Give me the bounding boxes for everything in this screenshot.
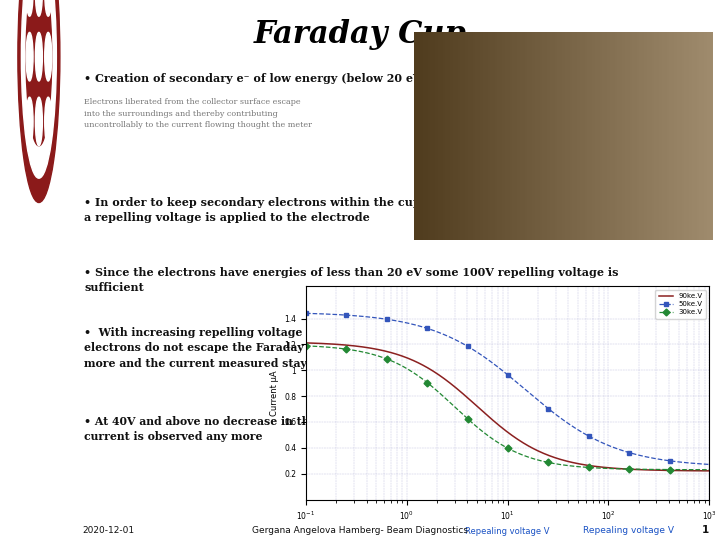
Text: 2020-12-01: 2020-12-01 (83, 526, 135, 535)
Text: •  With increasing repelling voltage the
electrons do not escape the Faraday Cup: • With increasing repelling voltage the … (84, 327, 356, 369)
Circle shape (35, 0, 42, 16)
Line: 50ke.V: 50ke.V (304, 311, 711, 467)
30ke.V (632, 466, 641, 472)
Text: Faraday Cup: Faraday Cup (254, 19, 467, 50)
Text: • Since the electrons have energies of less than 20 eV some 100V repelling volta: • Since the electrons have energies of l… (84, 267, 618, 293)
Circle shape (45, 97, 52, 146)
Text: • At 40V and above no decrease in the Cup
current is observed any more: • At 40V and above no decrease in the Cu… (84, 416, 344, 442)
30ke.V (302, 342, 310, 349)
30ke.V (541, 458, 550, 465)
90ke.V (493, 421, 502, 427)
50ke.V (541, 403, 550, 410)
90ke.V (495, 423, 504, 429)
30ke.V (495, 441, 504, 447)
Text: UPPSALA: UPPSALA (24, 240, 54, 245)
Text: • In order to keep secondary electrons within the cup
a repelling voltage is app: • In order to keep secondary electrons w… (84, 197, 421, 223)
90ke.V (302, 340, 310, 346)
X-axis label: Repealing voltage V: Repealing voltage V (465, 527, 550, 536)
50ke.V (302, 310, 310, 316)
90ke.V (696, 468, 704, 474)
90ke.V (632, 466, 641, 472)
90ke.V (520, 440, 528, 447)
Circle shape (26, 0, 52, 146)
Text: Gergana Angelova Hamberg- Beam Diagnostics: Gergana Angelova Hamberg- Beam Diagnosti… (252, 526, 468, 535)
Y-axis label: Current μA: Current μA (269, 370, 279, 416)
Circle shape (18, 0, 60, 202)
Circle shape (22, 0, 56, 178)
50ke.V (632, 451, 641, 458)
Circle shape (35, 97, 42, 146)
Circle shape (16, 0, 62, 219)
Line: 30ke.V: 30ke.V (304, 343, 711, 472)
Text: Electrons liberated from the collector surface escape
into the surroundings and : Electrons liberated from the collector s… (84, 98, 312, 129)
Text: UNIVERSTET: UNIVERSTET (20, 284, 58, 288)
Circle shape (26, 97, 33, 146)
30ke.V (696, 467, 704, 473)
Line: 90ke.V: 90ke.V (306, 343, 709, 471)
50ke.V (493, 363, 502, 370)
50ke.V (705, 461, 714, 468)
Circle shape (35, 32, 42, 81)
30ke.V (520, 453, 528, 459)
30ke.V (705, 467, 714, 473)
Circle shape (45, 0, 52, 16)
Text: 1: 1 (702, 525, 709, 535)
Circle shape (26, 32, 33, 81)
Text: • Creation of secondary e⁻ of low energy (below 20 eV): • Creation of secondary e⁻ of low energy… (84, 73, 427, 84)
90ke.V (541, 451, 550, 457)
Text: Repealing voltage V: Repealing voltage V (583, 526, 674, 535)
50ke.V (696, 461, 704, 467)
50ke.V (520, 386, 528, 392)
Legend: 90ke.V, 50ke.V, 30ke.V: 90ke.V, 50ke.V, 30ke.V (655, 289, 706, 319)
90ke.V (705, 468, 714, 474)
30ke.V (493, 439, 502, 446)
50ke.V (495, 366, 504, 372)
Circle shape (26, 0, 33, 16)
Circle shape (45, 32, 52, 81)
